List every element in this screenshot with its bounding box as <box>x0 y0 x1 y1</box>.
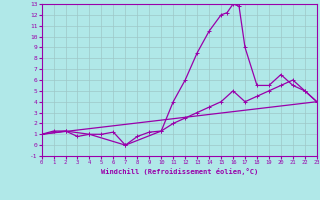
X-axis label: Windchill (Refroidissement éolien,°C): Windchill (Refroidissement éolien,°C) <box>100 168 258 175</box>
